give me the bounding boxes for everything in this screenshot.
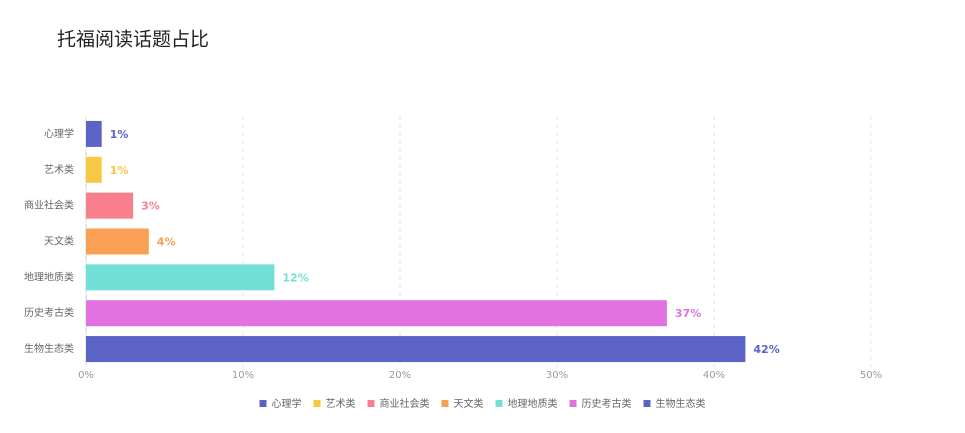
legend-swatch	[569, 400, 577, 407]
bar	[86, 300, 667, 327]
y-tick-label: 天文类	[44, 235, 74, 248]
y-tick-label: 历史考古类	[24, 306, 74, 319]
value-label: 42%	[753, 343, 779, 356]
legend-label: 历史考古类	[582, 397, 632, 410]
legend-swatch	[643, 400, 651, 407]
legend-label: 艺术类	[326, 397, 356, 410]
legend-label: 心理学	[272, 397, 302, 410]
bar	[86, 192, 134, 219]
x-tick-label: 50%	[860, 370, 882, 381]
legend-swatch	[313, 400, 321, 407]
legend-swatch	[367, 400, 375, 407]
legend-swatch	[259, 400, 267, 407]
x-tick-label: 0%	[78, 370, 94, 381]
legend-swatch	[441, 400, 449, 407]
bar	[86, 156, 102, 183]
bar	[86, 228, 149, 255]
x-tick-label: 20%	[389, 370, 411, 381]
legend-label: 天文类	[454, 397, 484, 410]
legend-swatch	[495, 400, 503, 407]
value-label: 1%	[110, 128, 129, 141]
legend-label: 地理地质类	[508, 397, 558, 410]
legend: 心理学 艺术类 商业社会类 天文类 地理地质类 历史考古类 生物生态类	[259, 397, 706, 410]
legend-label: 生物生态类	[656, 397, 706, 410]
y-tick-label: 艺术类	[44, 163, 74, 176]
value-label: 3%	[141, 200, 160, 213]
value-label: 12%	[282, 271, 308, 284]
x-tick-label: 40%	[703, 370, 725, 381]
y-tick-label: 生物生态类	[24, 342, 74, 355]
value-label: 4%	[157, 236, 176, 249]
value-label: 1%	[110, 164, 129, 177]
y-tick-label: 心理学	[44, 127, 74, 140]
bar	[86, 120, 102, 147]
x-tick-label: 30%	[546, 370, 568, 381]
bar	[86, 264, 275, 291]
y-tick-label: 地理地质类	[24, 270, 74, 283]
bar	[86, 336, 746, 363]
y-tick-label: 商业社会类	[24, 199, 74, 212]
value-label: 37%	[675, 307, 701, 320]
x-tick-label: 10%	[232, 370, 254, 381]
chart-title: 托福阅读话题占比	[57, 29, 209, 51]
legend-label: 商业社会类	[380, 397, 430, 410]
